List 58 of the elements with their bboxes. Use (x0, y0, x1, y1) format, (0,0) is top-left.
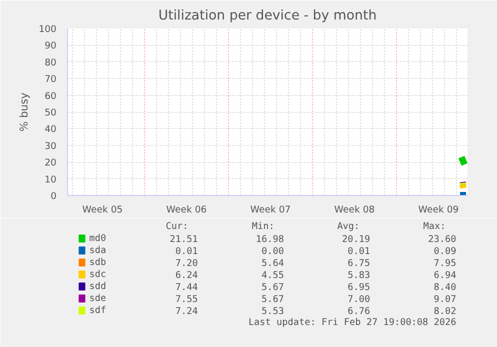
legend-label: sdc (89, 269, 106, 280)
text: 7.44 (175, 282, 198, 293)
text: 6.95 (348, 282, 370, 293)
y-tick-label: 50 (44, 108, 57, 118)
x-tick-label: Week 08 (334, 204, 375, 216)
text: Avg: (337, 221, 360, 232)
text: 4.55 (262, 270, 284, 281)
text: 0.01 (348, 246, 370, 257)
text: 6.76 (348, 306, 370, 317)
y-tick-label: 20 (44, 158, 57, 169)
y-tick-label: 100 (38, 24, 57, 35)
y-tick-label: 0 (50, 191, 57, 202)
y-tick-label: 80 (44, 57, 57, 68)
text: Cur: (166, 221, 188, 232)
legend-label: sdf (89, 305, 106, 316)
text: 16.98 (256, 234, 284, 245)
text: 5.64 (262, 258, 284, 269)
text: 6.94 (434, 270, 457, 281)
y-tick-label: 60 (44, 90, 57, 102)
y-tick-label: 10 (44, 174, 57, 186)
text: 0.00 (262, 246, 284, 257)
x-tick-label: Week 05 (82, 204, 123, 216)
text: 7.00 (348, 294, 370, 305)
x-tick-label: Week 07 (250, 204, 291, 216)
text: 6.75 (348, 258, 370, 269)
text: Last update: Fri Feb 27 19:00:08 2026 (248, 317, 457, 328)
text: 0.01 (175, 246, 198, 257)
text: 21.51 (170, 234, 198, 245)
text: 5.67 (262, 294, 284, 305)
text: 7.24 (175, 306, 198, 317)
legend-label: sde (89, 293, 106, 304)
text: 0.09 (434, 246, 456, 257)
text: 5.53 (262, 306, 284, 317)
x-tick-label: Week 06 (166, 204, 207, 216)
text: 5.83 (348, 270, 370, 281)
y-tick-label: 70 (44, 74, 57, 86)
chart-title: Utilization per device - by month (158, 8, 377, 24)
legend-label: sdb (89, 257, 106, 268)
text: 20.19 (342, 234, 370, 245)
text: 23.60 (428, 234, 457, 245)
text: 9.07 (434, 294, 456, 305)
text: Min: (252, 221, 274, 232)
x-tick-label: Week 09 (418, 204, 459, 216)
legend-label: md0 (89, 233, 106, 244)
text: 5.67 (262, 282, 284, 293)
text: 8.40 (434, 282, 457, 293)
text: 6.24 (175, 270, 198, 281)
text: 7.95 (434, 258, 456, 269)
text: 8.02 (434, 306, 456, 317)
legend-label: sdd (89, 281, 106, 292)
text: 7.55 (175, 294, 198, 305)
text: 7.20 (175, 258, 198, 269)
y-axis-title: % busy (18, 92, 31, 132)
text: Max: (423, 221, 446, 232)
y-tick-label: 30 (44, 140, 57, 152)
y-tick-label: 90 (44, 40, 57, 52)
legend-label: sda (89, 245, 106, 256)
y-tick-label: 40 (44, 124, 57, 136)
